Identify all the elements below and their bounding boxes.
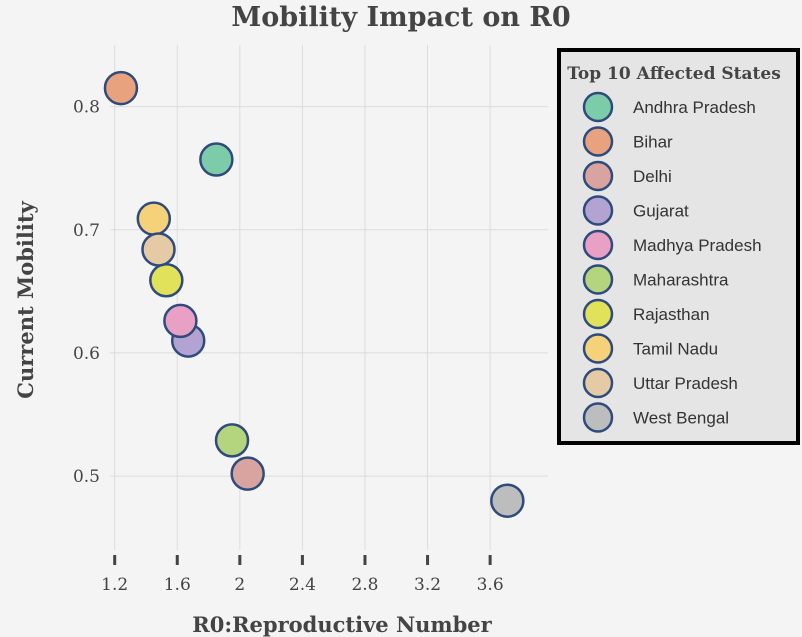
legend-marker [582,91,614,123]
data-point [136,201,172,236]
legend-item: West Bengal [582,402,729,433]
x-tick-label: 1.6 [164,575,191,595]
legend-marker [582,126,614,157]
y-tick-label: 0.7 [73,221,100,241]
x-tick-label: 3.2 [414,575,441,595]
legend-item: Maharashtra [582,264,729,295]
legend-marker [582,402,614,433]
legend-label: Maharashtra [633,271,729,290]
legend-item: Delhi [582,160,672,192]
legend-item: Gujarat [582,195,689,226]
legend-marker [582,298,614,330]
legend-marker [582,229,614,261]
legend-marker [582,160,614,192]
legend-label: Madhya Pradesh [633,236,762,255]
x-tick-label: 2 [234,575,245,595]
data-point [103,70,139,106]
data-point [141,232,176,267]
legend-item: Uttar Pradesh [582,367,738,399]
legend-marker [582,264,614,295]
y-axis-title: Current Mobility [13,200,38,398]
legend-items: Andhra Pradesh Bihar Delhi Gujarat Madhya Pr… [582,91,762,433]
legend-marker [582,195,614,226]
legend-title: Top 10 Affected States [567,64,781,84]
x-tick-label: 1.2 [101,575,128,595]
data-point [163,303,198,339]
data-point [214,423,250,458]
x-axis-title: R0:Reproductive Number [192,612,492,637]
legend-item: Bihar [582,126,673,157]
legend-item: Tamil Nadu [582,333,718,364]
legend-label: Andhra Pradesh [633,98,756,117]
legend-label: Uttar Pradesh [633,374,738,393]
data-point [199,142,234,177]
legend-label: West Bengal [633,409,729,428]
legend-label: Gujarat [633,202,689,221]
legend-item: Rajasthan [582,298,710,330]
axis-ticks: 1.2 1.6 2 2.4 2.8 3.2 3.6 0.5 0.6 0.7 0.8 [73,98,504,595]
data-point [230,456,265,491]
legend-marker [582,333,614,364]
data-points [103,70,525,518]
x-tick-label: 2.8 [351,575,378,595]
legend-label: Rajasthan [633,305,710,324]
legend-label: Tamil Nadu [633,340,718,359]
x-tick-label: 2.4 [289,575,316,595]
data-point [490,483,525,518]
legend-label: Delhi [633,167,672,186]
legend-label: Bihar [633,133,673,152]
legend-item: Madhya Pradesh [582,229,762,261]
y-tick-label: 0.5 [73,467,100,487]
legend-marker [582,367,614,399]
gridlines [110,45,548,550]
y-tick-label: 0.8 [73,98,100,118]
data-point [149,263,184,298]
y-tick-label: 0.6 [73,344,100,364]
legend: Top 10 Affected States Andhra Pradesh Bih… [557,48,800,445]
x-tick-label: 3.6 [477,575,504,595]
chart-title: Mobility Impact on R0 [231,2,570,33]
legend-item: Andhra Pradesh [582,91,756,123]
